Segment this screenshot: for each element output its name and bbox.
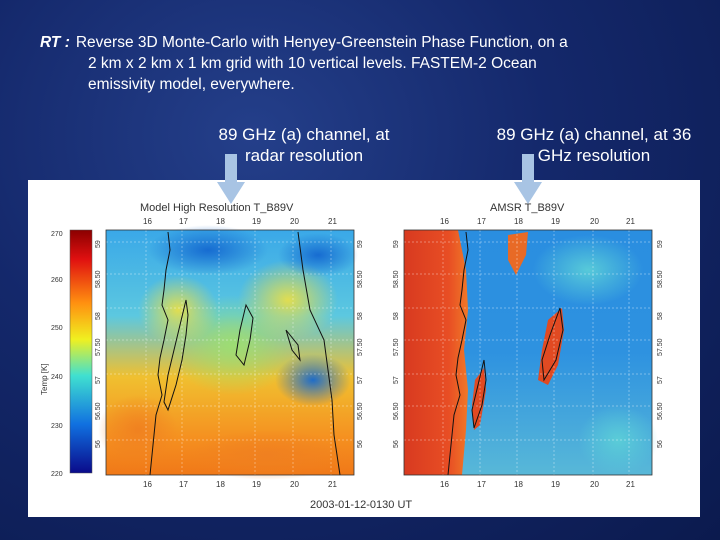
colorbar-tick: 230 — [51, 423, 63, 430]
lat-tick: 58.50 — [393, 270, 400, 288]
timestamp: 2003-01-12-0130 UT — [310, 499, 412, 511]
lat-tick: 57 — [357, 376, 364, 384]
arrow-down-icon — [514, 154, 542, 204]
lon-tick: 18 — [216, 217, 225, 226]
colorbar-gradient — [69, 229, 93, 474]
lon-tick: 16 — [440, 217, 449, 226]
right-bottom-lon-ticks: 16 17 18 19 20 21 — [440, 480, 635, 489]
lat-tick: 56 — [357, 440, 364, 448]
lon-tick: 18 — [514, 217, 523, 226]
lat-tick: 58.50 — [357, 270, 364, 288]
lon-tick: 17 — [477, 480, 486, 489]
colorbar-tick: 250 — [51, 325, 63, 332]
lat-tick: 58 — [95, 312, 102, 320]
lon-tick: 17 — [477, 217, 486, 226]
right-panel-title: AMSR T_B89V — [490, 202, 565, 214]
lon-tick: 19 — [551, 480, 560, 489]
lat-tick: 59 — [95, 240, 102, 248]
lat-tick: 57.50 — [657, 338, 664, 356]
lon-tick: 19 — [551, 217, 560, 226]
lat-tick: 56.50 — [95, 402, 102, 420]
lon-tick: 18 — [216, 480, 225, 489]
lat-tick: 57 — [393, 376, 400, 384]
left-coastline — [149, 231, 341, 476]
lat-tick: 56 — [393, 440, 400, 448]
caption-left-line-2: radar resolution — [244, 146, 364, 165]
lat-tick: 59 — [393, 240, 400, 248]
right-island-2 — [472, 368, 486, 430]
lat-tick: 58.50 — [657, 270, 664, 288]
lat-tick: 58 — [657, 312, 664, 320]
rt-label: RT : — [40, 34, 70, 51]
lon-tick: 20 — [590, 480, 599, 489]
lat-tick: 57 — [657, 376, 664, 384]
lon-tick: 20 — [590, 217, 599, 226]
lon-tick: 18 — [514, 480, 523, 489]
lat-tick: 56 — [657, 440, 664, 448]
colorbar: Temp [K] 270 260 250 240 230 220 — [40, 229, 93, 478]
caption-right: 89 GHz (a) channel, at 36 GHz resolution — [474, 124, 714, 166]
lon-tick: 21 — [328, 217, 337, 226]
lat-tick: 56.50 — [657, 402, 664, 420]
lon-tick: 21 — [328, 480, 337, 489]
lon-tick: 17 — [179, 217, 188, 226]
lon-tick: 16 — [440, 480, 449, 489]
colorbar-tick: 240 — [51, 374, 63, 381]
colorbar-tick: 270 — [51, 231, 63, 238]
header-text-1: Reverse 3D Monte-Carlo with Henyey-Green… — [75, 34, 568, 51]
figure-panel: Model High Resolution T_B89V AMSR T_B89V… — [28, 180, 700, 517]
lon-tick: 17 — [179, 480, 188, 489]
header-line-3: emissivity model, everywhere. — [88, 76, 295, 93]
header-line-1: RT : Reverse 3D Monte-Carlo with Henyey-G… — [40, 32, 690, 53]
lon-tick: 16 — [143, 480, 152, 489]
lat-tick: 58 — [393, 312, 400, 320]
lat-tick: 57.50 — [393, 338, 400, 356]
left-top-lon-ticks: 16 17 18 19 20 21 — [143, 217, 337, 226]
lat-tick: 56.50 — [393, 402, 400, 420]
right-land-west — [404, 230, 468, 475]
arrow-down-icon — [217, 154, 245, 204]
lat-tick: 57.50 — [95, 338, 102, 356]
lat-tick: 58 — [357, 312, 364, 320]
right-top-lon-ticks: 16 17 18 19 20 21 — [440, 217, 635, 226]
colorbar-tick: 220 — [51, 471, 63, 478]
colorbar-tick: 260 — [51, 277, 63, 284]
right-island-1 — [538, 308, 564, 385]
lon-tick: 20 — [290, 480, 299, 489]
lon-tick: 16 — [143, 217, 152, 226]
colorbar-label: Temp [K] — [40, 363, 49, 395]
lat-tick: 57.50 — [357, 338, 364, 356]
right-map: 59 58.50 58 57.50 57 56.50 56 59 58.50 5… — [393, 229, 664, 476]
lon-tick: 21 — [626, 480, 635, 489]
caption-right-line-1: 89 GHz (a) channel, at 36 — [496, 125, 692, 144]
lon-tick: 19 — [252, 217, 261, 226]
lon-tick: 20 — [290, 217, 299, 226]
slide-header: RT : Reverse 3D Monte-Carlo with Henyey-G… — [40, 32, 690, 95]
lat-tick: 59 — [357, 240, 364, 248]
left-bottom-lon-ticks: 16 17 18 19 20 21 — [143, 480, 337, 489]
lat-tick: 57 — [95, 376, 102, 384]
caption-right-line-2: GHz resolution — [537, 146, 651, 165]
lat-tick: 58.50 — [95, 270, 102, 288]
lon-tick: 21 — [626, 217, 635, 226]
left-panel-title: Model High Resolution T_B89V — [140, 202, 294, 214]
lat-tick: 56.50 — [357, 402, 364, 420]
lat-tick: 56 — [95, 440, 102, 448]
lon-tick: 19 — [252, 480, 261, 489]
caption-left: 89 GHz (a) channel, at radar resolution — [188, 124, 420, 166]
header-line-2: 2 km x 2 km x 1 km grid with 10 vertical… — [88, 55, 537, 72]
figure-svg: Model High Resolution T_B89V AMSR T_B89V… — [40, 202, 664, 511]
lat-tick: 59 — [657, 240, 664, 248]
left-map: 59 58.50 58 57.50 57 56.50 56 59 58.50 5… — [95, 225, 364, 480]
caption-left-line-1: 89 GHz (a) channel, at — [218, 125, 390, 144]
right-coastline — [447, 231, 564, 476]
